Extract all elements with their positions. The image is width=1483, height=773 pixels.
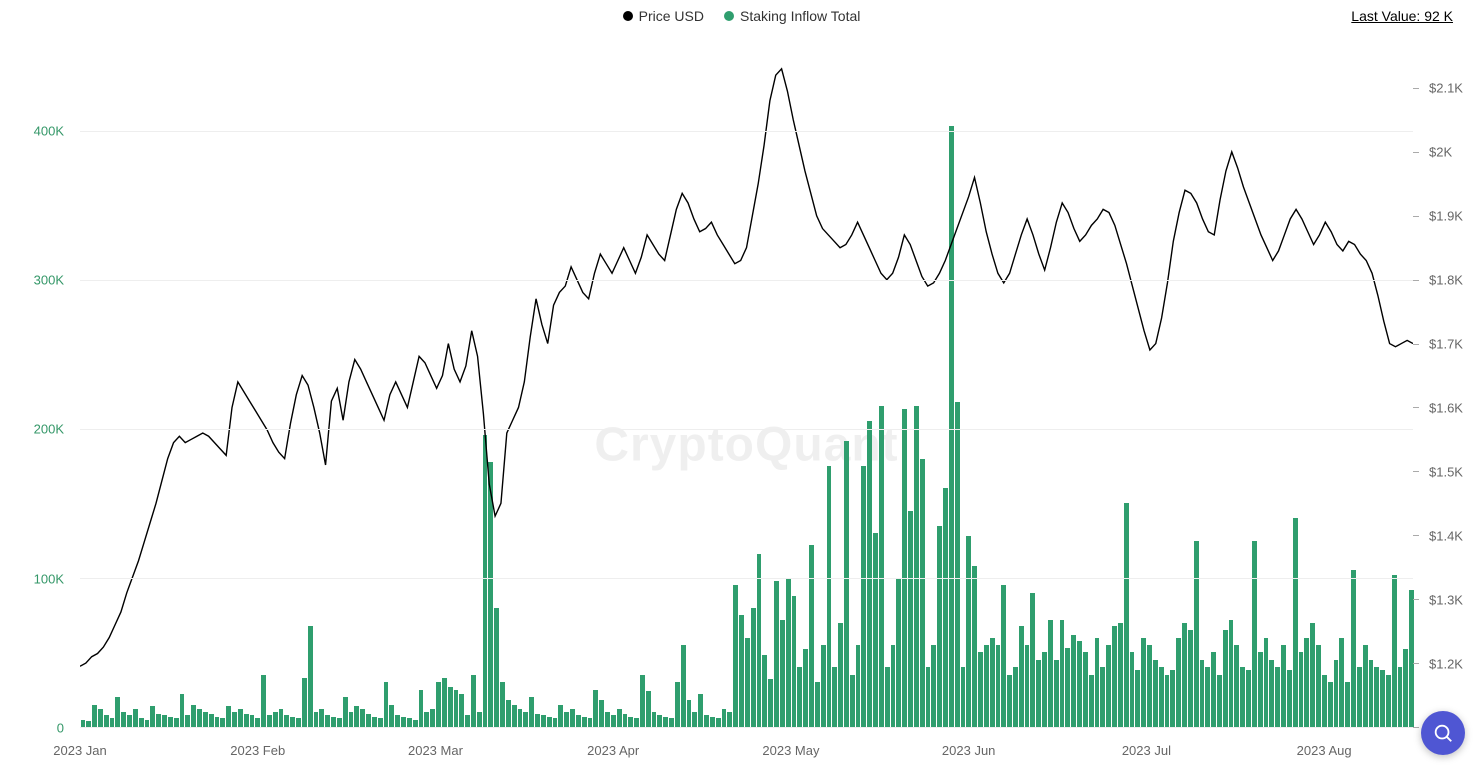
y-axis-left: 0100K200K300K400K xyxy=(0,56,72,728)
x-axis: 2023 Jan2023 Feb2023 Mar2023 Apr2023 May… xyxy=(80,733,1413,773)
y-left-tick: 0 xyxy=(57,721,64,736)
y-right-tick: $1.7K xyxy=(1429,337,1463,352)
legend-item-inflow[interactable]: Staking Inflow Total xyxy=(724,8,860,24)
plot-area[interactable]: CryptoQuant xyxy=(80,56,1413,728)
legend-label-price: Price USD xyxy=(639,8,704,24)
legend-dot-price xyxy=(623,11,633,21)
x-tick: 2023 Aug xyxy=(1297,743,1352,758)
y-right-tick: $1.6K xyxy=(1429,401,1463,416)
x-tick: 2023 Apr xyxy=(587,743,639,758)
price-line xyxy=(80,56,1413,727)
help-fab-button[interactable] xyxy=(1421,711,1465,755)
x-tick: 2023 May xyxy=(762,743,819,758)
y-right-tick: $1.3K xyxy=(1429,592,1463,607)
y-left-tick: 400K xyxy=(34,123,64,138)
y-axis-right: $1$1.2K$1.3K$1.4K$1.5K$1.6K$1.7K$1.8K$1.… xyxy=(1421,56,1483,728)
x-tick: 2023 Jun xyxy=(942,743,996,758)
y-right-tick: $1.9K xyxy=(1429,209,1463,224)
x-tick: 2023 Jul xyxy=(1122,743,1171,758)
legend-item-price[interactable]: Price USD xyxy=(623,8,704,24)
legend-label-inflow: Staking Inflow Total xyxy=(740,8,860,24)
y-right-tick: $1.5K xyxy=(1429,465,1463,480)
y-left-tick: 100K xyxy=(34,571,64,586)
chat-icon xyxy=(1432,722,1454,744)
y-right-tick: $1.2K xyxy=(1429,657,1463,672)
y-right-tick: $1.8K xyxy=(1429,273,1463,288)
last-value-label[interactable]: Last Value: 92 K xyxy=(1351,8,1453,24)
y-right-tick: $2.1K xyxy=(1429,81,1463,96)
chart-container: 0100K200K300K400K $1$1.2K$1.3K$1.4K$1.5K… xyxy=(0,36,1483,773)
x-tick: 2023 Jan xyxy=(53,743,107,758)
legend-dot-inflow xyxy=(724,11,734,21)
y-left-tick: 300K xyxy=(34,273,64,288)
chart-legend: Price USD Staking Inflow Total xyxy=(0,0,1483,28)
y-left-tick: 200K xyxy=(34,422,64,437)
y-right-tick: $2K xyxy=(1429,145,1452,160)
x-tick: 2023 Mar xyxy=(408,743,463,758)
x-tick: 2023 Feb xyxy=(230,743,285,758)
y-right-tick: $1.4K xyxy=(1429,529,1463,544)
